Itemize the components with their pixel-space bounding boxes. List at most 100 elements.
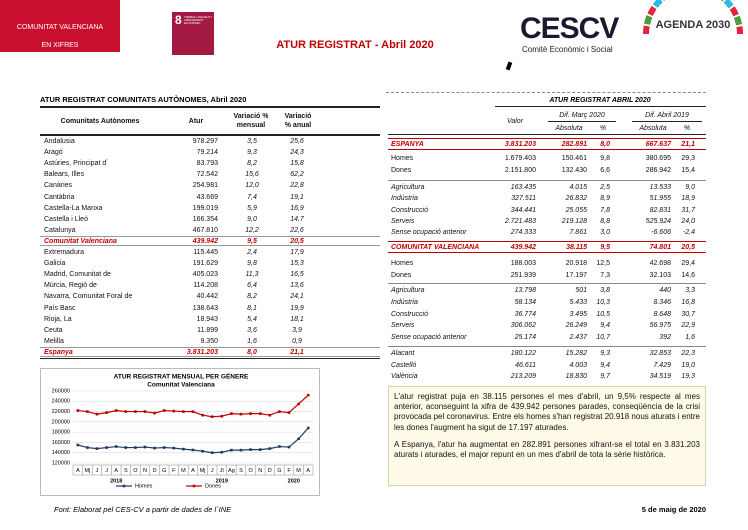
- row-year-abs: 440: [659, 287, 671, 294]
- row-year-pct: 16,8: [681, 299, 695, 306]
- region-name: Andalusia: [44, 138, 75, 145]
- region-monthly: 9,5: [247, 237, 257, 245]
- x-tick-label: G: [277, 468, 281, 474]
- region-atur: 199.019: [192, 204, 218, 212]
- region-name: Espanya: [44, 348, 73, 356]
- row-month-pct: 7,3: [600, 272, 610, 279]
- row-value: 439.942: [510, 244, 536, 251]
- logo-name: CESCV: [520, 12, 619, 45]
- region-atur: 18.943: [196, 315, 218, 323]
- region-name: Madrid, Comunitat de: [44, 271, 111, 279]
- row-value: 1.679.403: [504, 155, 536, 162]
- rule: [40, 134, 380, 136]
- row-year-abs: 380.695: [645, 155, 671, 162]
- x-tick-label: A: [306, 468, 310, 474]
- group-rule: [388, 180, 706, 181]
- region-atur: 254.981: [192, 182, 218, 190]
- x-tick-label: F: [287, 468, 291, 474]
- row-value: 163.435: [510, 184, 536, 191]
- row-year-pct: 14,6: [681, 272, 695, 279]
- badge: [0, 0, 120, 52]
- col-header: Dif. Març 2020: [559, 112, 605, 119]
- series-marker: [287, 411, 291, 414]
- row-month-abs: 219.128: [561, 218, 587, 225]
- row-value: 2.151.800: [504, 167, 536, 174]
- region-name: Castella i Lleó: [44, 215, 88, 223]
- row-label: Agricultura: [391, 287, 425, 294]
- region-name: Melilla: [44, 337, 64, 345]
- region-monthly: 8,0: [247, 348, 257, 356]
- sdg-label: TREBALL DECENT I CREIXEMENT ECONÒMIC: [184, 15, 213, 25]
- row-month-pct: 3,0: [600, 229, 610, 236]
- region-name: Rioja, La: [44, 315, 72, 323]
- region-monthly: 9,3: [247, 149, 257, 157]
- row-month-abs: 3.495: [569, 311, 587, 318]
- series-marker: [210, 415, 214, 419]
- row-year-abs: 667.637: [645, 141, 671, 148]
- row-year-pct: 29,4: [681, 260, 695, 267]
- series-marker: [239, 448, 243, 452]
- row-value: 251.939: [510, 272, 536, 279]
- series-marker: [191, 410, 195, 413]
- row-month-pct: 10,3: [596, 299, 610, 306]
- row-label: COMUNITAT VALENCIANA: [391, 244, 480, 251]
- col-header: Absoluta: [555, 125, 583, 132]
- row-value: 180.122: [510, 350, 536, 357]
- series-marker: [201, 449, 204, 453]
- detail-title: ATUR REGISTRAT ABRIL 2020: [549, 97, 651, 104]
- series-marker: [76, 443, 80, 447]
- region-annual: 19,9: [290, 304, 304, 312]
- row-value: 58.134: [514, 299, 536, 306]
- summary-paragraph: A Espanya, l'atur ha augmentat en 282.89…: [394, 440, 700, 460]
- series-marker: [182, 447, 185, 451]
- row-value: 188.003: [510, 260, 536, 267]
- row-highlight: [40, 346, 380, 357]
- region-monthly: 7,4: [247, 193, 257, 201]
- row-month-abs: 18.830: [565, 373, 587, 380]
- series-marker: [76, 409, 80, 412]
- row-year-abs: 286.942: [645, 167, 671, 174]
- group-rule: [388, 346, 706, 347]
- region-monthly: 5,4: [247, 315, 257, 323]
- region-atur: 115.445: [193, 249, 218, 256]
- row-value: 46.611: [515, 362, 536, 369]
- x-tick-label: N: [258, 468, 262, 474]
- series-marker: [124, 446, 128, 449]
- region-annual: 14,7: [290, 215, 304, 223]
- col-header: Comunitats Autònomes: [60, 118, 140, 125]
- region-annual: 15,3: [290, 260, 304, 268]
- row-year-abs: 32.103: [649, 272, 671, 279]
- region-annual: 24,3: [290, 149, 304, 157]
- series-marker: [306, 426, 310, 430]
- col-header: Variació % anual: [284, 113, 312, 130]
- row-label: Indústria: [391, 195, 418, 202]
- row-month-pct: 3,8: [600, 287, 610, 294]
- col-header: %: [599, 125, 607, 132]
- summary-paragraph: L'atur registrat puja en 38.115 persones…: [394, 392, 700, 432]
- series-line: [77, 394, 309, 418]
- col-header: Dif. Abril 2019: [645, 112, 689, 119]
- row-year-pct: 18,9: [681, 195, 695, 202]
- row-value: 3.831.203: [504, 141, 536, 148]
- row-month-pct: 9,7: [600, 373, 610, 380]
- row-month-abs: 282.891: [561, 141, 587, 148]
- region-name: Aragó: [44, 149, 63, 157]
- agenda-text: AGENDA 2030: [655, 19, 731, 31]
- rule: [40, 358, 380, 359]
- x-tick-label: D: [268, 468, 272, 474]
- region-monthly: 15,6: [245, 171, 259, 179]
- row-year-pct: 19,0: [681, 362, 695, 369]
- row-label: Serveis: [391, 218, 415, 225]
- row-month-abs: 5.433: [569, 299, 587, 306]
- row-year-abs: 32.853: [649, 350, 671, 357]
- series-marker: [306, 393, 310, 397]
- series-marker: [153, 411, 156, 415]
- region-name: Galicia: [44, 260, 66, 268]
- row-year-abs: -6.606: [651, 229, 671, 236]
- x-tick-label: N: [143, 468, 147, 474]
- row-month-pct: 2,5: [600, 184, 610, 191]
- series-marker: [210, 451, 214, 455]
- row-year-abs: 392: [659, 334, 671, 341]
- region-atur: 191.629: [192, 260, 218, 268]
- sdg-number: 8: [175, 13, 182, 27]
